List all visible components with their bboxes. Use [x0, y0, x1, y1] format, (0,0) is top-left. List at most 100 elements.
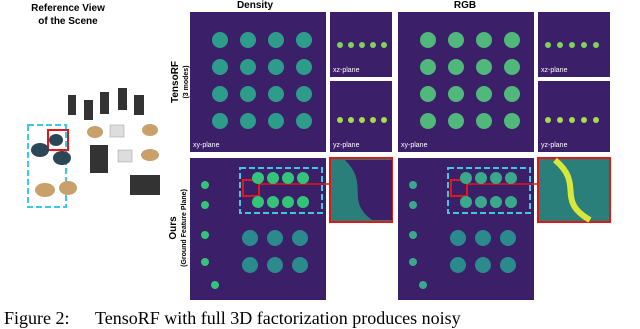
feature-blob	[240, 113, 256, 129]
feature-blob	[348, 42, 354, 48]
feature-blob	[282, 172, 294, 184]
plane-label: yz-plane	[541, 142, 568, 149]
feature-blob	[201, 231, 209, 239]
feature-blob	[420, 113, 436, 129]
feature-blob	[267, 196, 279, 208]
feature-blob	[242, 257, 258, 273]
feature-blob	[348, 117, 354, 123]
feature-blob	[475, 257, 491, 273]
feature-blob	[409, 181, 417, 189]
feature-blob	[420, 32, 436, 48]
feature-blob	[504, 113, 520, 129]
feature-blob	[545, 117, 551, 123]
feature-blob	[448, 86, 464, 102]
feature-blob	[201, 201, 209, 209]
feature-blob	[370, 117, 376, 123]
feature-blob	[268, 59, 284, 75]
feature-blob	[476, 113, 492, 129]
plane-label: xz-plane	[541, 67, 568, 74]
feature-blob	[211, 281, 219, 289]
feature-blob	[381, 117, 387, 123]
feature-blob	[296, 59, 312, 75]
furniture	[109, 124, 133, 163]
zoom-rgb	[537, 157, 611, 223]
feature-blob	[359, 117, 365, 123]
feature-blob	[292, 257, 308, 273]
plane-label: xz-plane	[333, 67, 360, 74]
zoom-box	[450, 179, 468, 197]
feature-blob	[450, 230, 466, 246]
zoom-box	[242, 179, 260, 197]
feature-blob	[490, 196, 502, 208]
feature-blob	[212, 59, 228, 75]
feature-blob	[569, 117, 575, 123]
furniture	[31, 134, 71, 165]
furniture	[35, 124, 159, 197]
feature-blob	[297, 196, 309, 208]
feature-blob	[268, 86, 284, 102]
reference-title: Reference View	[31, 3, 105, 14]
caption-label: Figure 2:	[4, 308, 70, 328]
plane-label: xy-plane	[401, 142, 428, 149]
feature-blob	[505, 172, 517, 184]
feature-blob	[252, 172, 264, 184]
feature-blob	[504, 86, 520, 102]
feature-blob	[252, 196, 264, 208]
feature-blob	[450, 257, 466, 273]
feature-blob	[581, 42, 587, 48]
column-title: Density	[237, 0, 274, 11]
feature-blob	[505, 196, 517, 208]
density-yz-panel	[330, 81, 392, 152]
highlight-box	[47, 129, 69, 151]
rgb-yz-panel	[538, 81, 610, 152]
furniture	[68, 88, 160, 195]
feature-blob	[500, 257, 516, 273]
feature-blob	[475, 172, 487, 184]
feature-blob	[475, 230, 491, 246]
feature-blob	[282, 196, 294, 208]
feature-blob	[460, 172, 472, 184]
feature-blob	[296, 86, 312, 102]
feature-blob	[381, 42, 387, 48]
feature-blob	[504, 59, 520, 75]
feature-blob	[359, 42, 365, 48]
feature-blob	[476, 59, 492, 75]
feature-blob	[297, 172, 309, 184]
feature-blob	[212, 113, 228, 129]
feature-blob	[581, 117, 587, 123]
feature-blob	[569, 42, 575, 48]
feature-blob	[337, 42, 343, 48]
feature-blob	[337, 117, 343, 123]
feature-blob	[476, 86, 492, 102]
feature-blob	[292, 230, 308, 246]
feature-blob	[593, 117, 599, 123]
caption-text: TensoRF with full 3D factorization produ…	[95, 308, 461, 328]
highlight-box	[27, 124, 67, 208]
feature-blob	[420, 86, 436, 102]
feature-blob	[409, 231, 417, 239]
feature-blob	[557, 117, 563, 123]
feature-blob	[420, 59, 436, 75]
feature-blob	[370, 42, 376, 48]
feature-blob	[240, 59, 256, 75]
plane-label: xy-plane	[193, 142, 220, 149]
feature-blob	[500, 230, 516, 246]
feature-blob	[267, 230, 283, 246]
feature-blob	[545, 42, 551, 48]
feature-blob	[475, 196, 487, 208]
feature-blob	[268, 32, 284, 48]
panels	[190, 12, 611, 300]
plane-label: yz-plane	[333, 142, 360, 149]
feature-blob	[201, 181, 209, 189]
feature-blob	[267, 257, 283, 273]
feature-blob	[409, 258, 417, 266]
feature-blob	[490, 172, 502, 184]
feature-blob	[419, 281, 427, 289]
highlight-box	[239, 167, 323, 214]
zoom-shape	[345, 160, 392, 220]
highlight-box	[447, 167, 531, 214]
feature-blob	[201, 258, 209, 266]
row-title: TensoRF	[170, 61, 181, 103]
feature-blob	[240, 86, 256, 102]
